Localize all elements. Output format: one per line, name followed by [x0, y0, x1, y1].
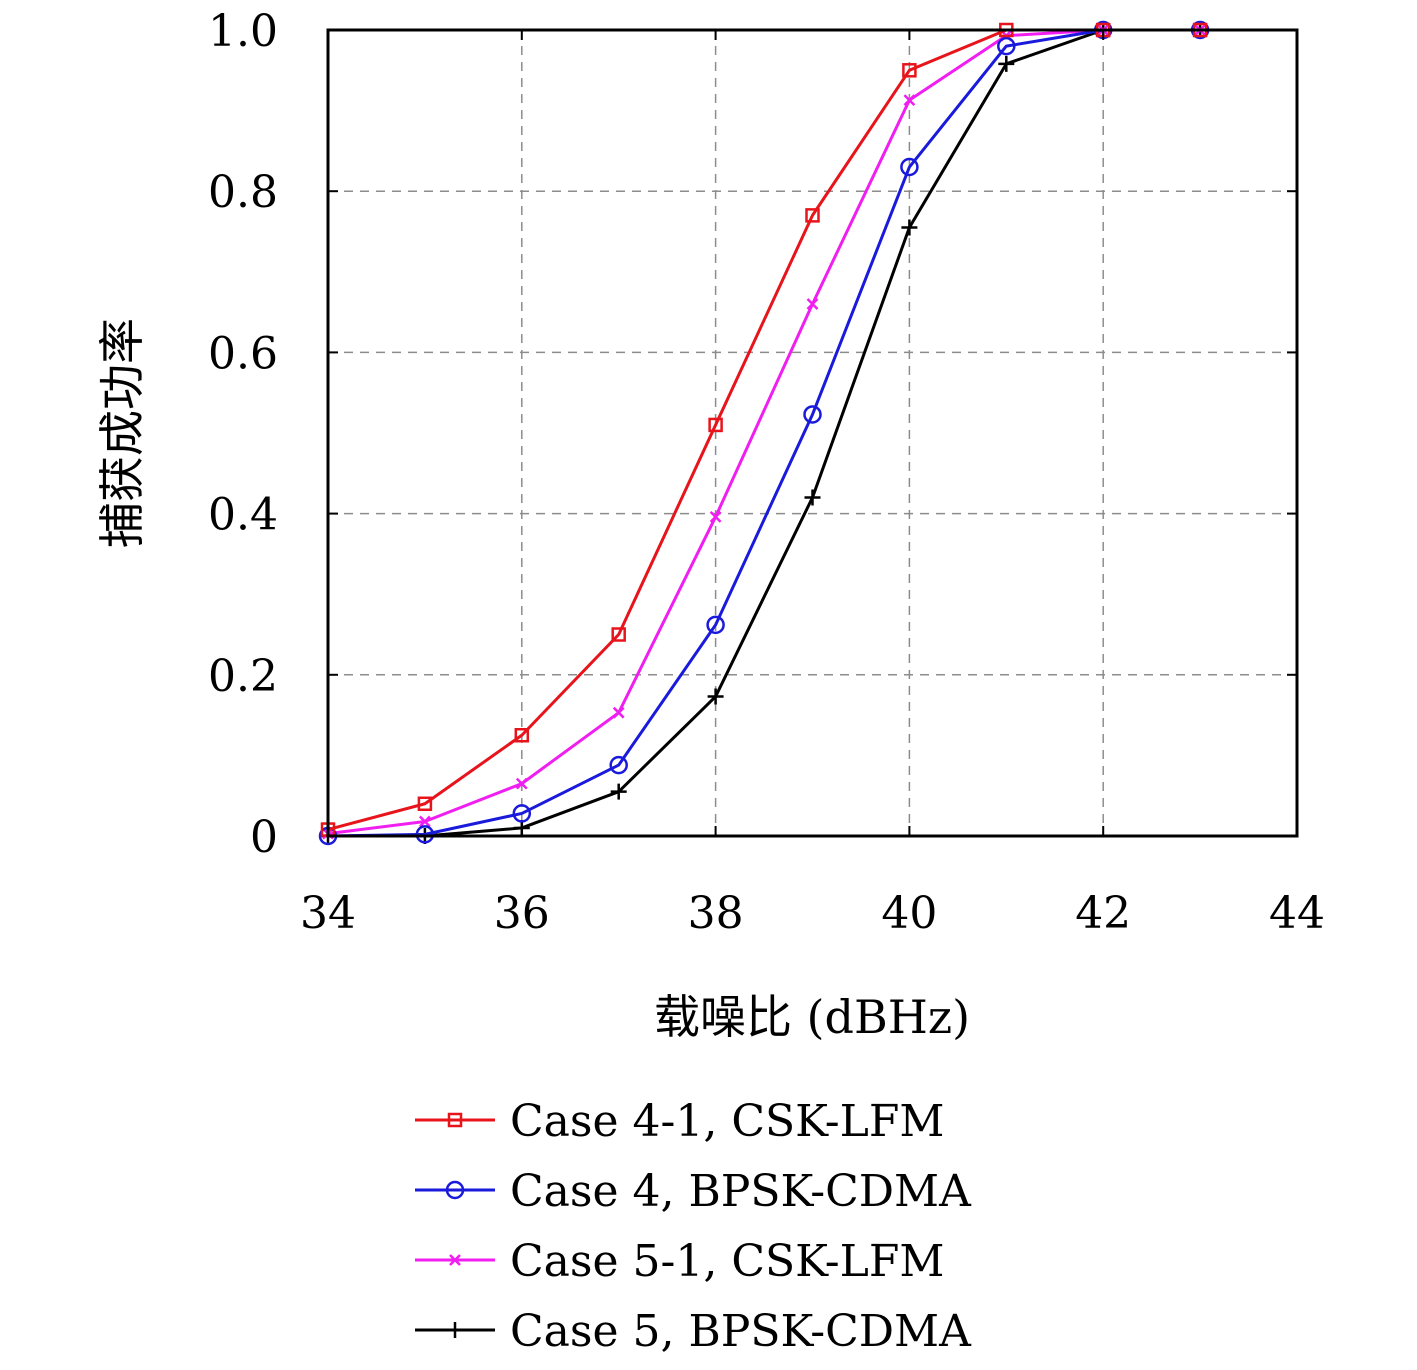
y-tick-label: 0.8: [208, 167, 278, 218]
legend-item: Case 5-1, CSK-LFM: [415, 1236, 944, 1287]
y-axis-title: 捕获成功率: [95, 318, 149, 548]
series-line: [327, 28, 1201, 836]
series-line: [327, 28, 1201, 838]
data-point-marker: [804, 489, 821, 506]
series-line: [327, 28, 1201, 832]
legend-label: Case 4, BPSK-CDMA: [510, 1166, 972, 1217]
legend-label: Case 5-1, CSK-LFM: [510, 1236, 944, 1287]
data-point-marker: [803, 405, 822, 424]
y-tick-label: 1.0: [208, 6, 278, 57]
legend-marker: [449, 1254, 461, 1266]
y-tick-label: 0.6: [208, 328, 278, 379]
data-point-marker: [417, 796, 433, 812]
data-point-marker: [902, 63, 917, 78]
x-tick-label: 38: [688, 888, 744, 939]
data-point-marker: [997, 36, 1016, 56]
axis-ticks: 34 36 38 40 42 44 0 0.2 0.4 0.6 0.8 1.0: [208, 6, 1325, 939]
legend-marker: [447, 1322, 463, 1338]
data-point-marker: [610, 783, 627, 800]
data-point-marker: [512, 804, 532, 823]
data-point-marker: [415, 825, 435, 844]
plot-frame: [326, 28, 1299, 838]
data-point-marker: [805, 208, 820, 223]
data-point-marker: [707, 688, 724, 705]
data-point-marker: [609, 755, 628, 775]
y-tick-label: 0.4: [208, 490, 278, 541]
series-line: [328, 28, 1201, 838]
y-tick-label: 0: [250, 812, 278, 863]
data-point-marker: [709, 510, 722, 523]
data-point-marker: [901, 219, 918, 236]
x-tick-label: 44: [1269, 888, 1325, 939]
data-point-marker: [514, 728, 530, 743]
legend-label: Case 5, BPSK-CDMA: [510, 1306, 972, 1357]
data-point-marker: [900, 157, 919, 177]
y-tick-label: 0.2: [208, 651, 278, 702]
data-point-marker: [708, 417, 723, 433]
x-tick-label: 34: [300, 888, 356, 939]
legend-marker: [447, 1112, 463, 1128]
series-group: [318, 20, 1210, 846]
x-tick-label: 36: [494, 888, 550, 939]
series-group: [322, 24, 1206, 840]
data-point-marker: [611, 627, 626, 642]
legend-item: Case 4-1, CSK-LFM: [415, 1096, 944, 1147]
legend: Case 4-1, CSK-LFM Case 4, BPSK-CDMA Case 5…: [415, 1096, 972, 1357]
x-tick-label: 40: [881, 888, 937, 939]
series-group: [320, 22, 1208, 837]
x-tick-label: 42: [1075, 888, 1131, 939]
x-axis-title: 载噪比 (dBHz): [654, 990, 970, 1044]
legend-item: Case 5, BPSK-CDMA: [415, 1306, 972, 1357]
legend-marker: [445, 1180, 465, 1200]
legend-label: Case 4-1, CSK-LFM: [510, 1096, 944, 1147]
data-point-marker: [806, 298, 819, 310]
data-point-marker: [419, 815, 431, 828]
grid-lines: [328, 30, 1297, 836]
data-point-marker: [706, 615, 725, 635]
data-point-marker: [612, 706, 625, 719]
legend-item: Case 4, BPSK-CDMA: [415, 1166, 972, 1217]
plot-series: [318, 20, 1210, 846]
data-point-marker: [998, 55, 1015, 72]
data-point-marker: [903, 94, 916, 107]
data-point-marker: [515, 777, 528, 790]
series-group: [320, 22, 1209, 844]
